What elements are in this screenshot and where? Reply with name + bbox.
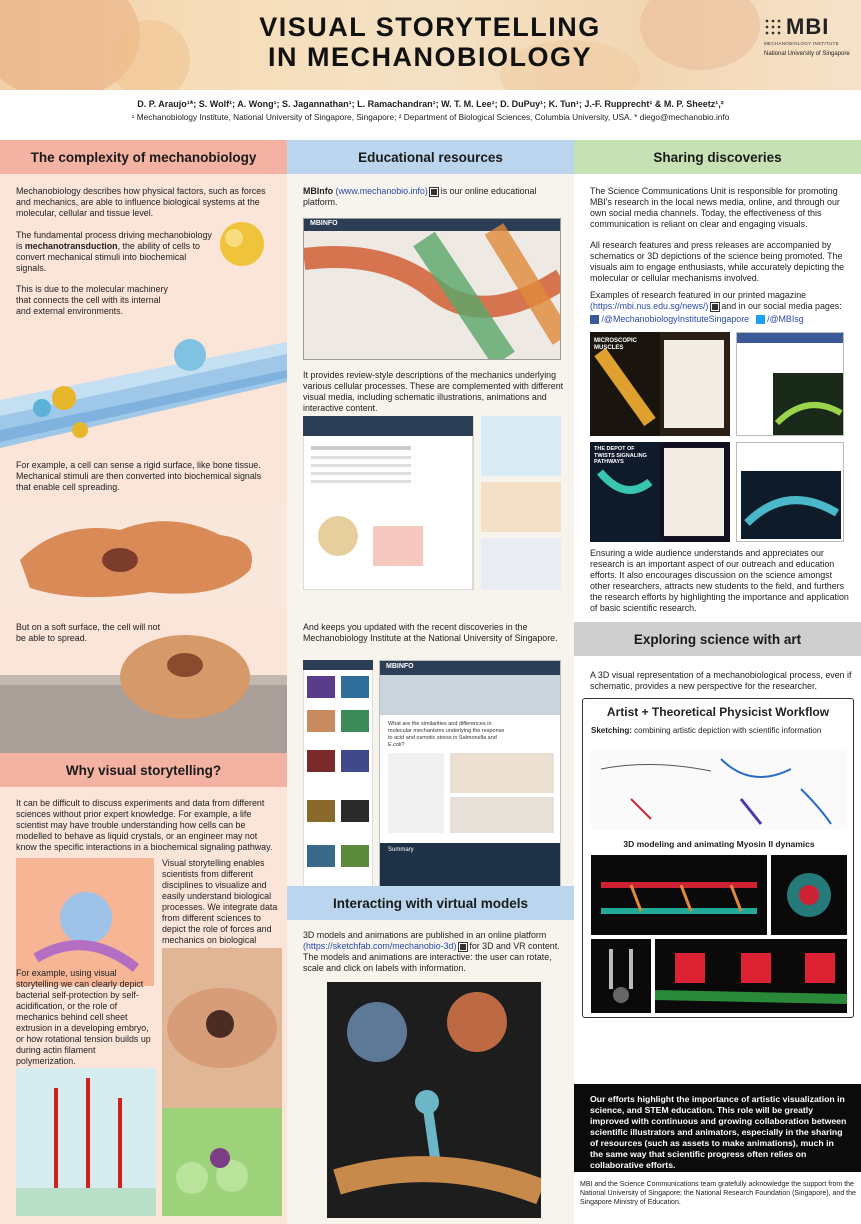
header-decoration <box>500 40 640 90</box>
section-heading: Sharing discoveries <box>574 140 861 174</box>
facebook-link[interactable]: /@MechanobiologyInstituteSingapore <box>601 314 750 324</box>
poster-title: VISUAL STORYTELLING IN MECHANOBIOLOGY <box>259 12 601 72</box>
magazine-link[interactable]: (https://mbi.nus.edu.sg/news/) <box>590 301 709 311</box>
news-article-screenshot: MBINFO What are the similarities and dif… <box>379 660 561 890</box>
magazine-page-muscles: MICROSCOPIC MUSCLES <box>590 332 730 436</box>
myosin-model-render-2 <box>771 855 847 935</box>
paragraph: Mechanobiology describes how physical fa… <box>16 186 266 218</box>
twitter-link[interactable]: /@MBIsg <box>767 314 804 324</box>
3d-model-screenshot <box>327 982 541 1218</box>
paragraph: Examples of research featured in our pri… <box>590 290 842 325</box>
paragraph: 3D models and animations are published i… <box>303 930 560 973</box>
qr-code-icon <box>429 186 440 197</box>
workflow-modeling: 3D modeling and animating Myosin II dyna… <box>623 839 815 849</box>
site-logo: MBINFO <box>310 220 338 227</box>
news-thumbnails-screenshot <box>303 660 373 890</box>
paragraph: For example, using visual storytelling w… <box>16 968 151 1066</box>
mbinfo-link[interactable]: (www.mechanobio.info) <box>335 186 428 196</box>
twitter-post-screenshot <box>736 442 844 542</box>
mbi-logo: MBI MECHANOBIOLOGY INSTITUTE National Un… <box>764 14 850 57</box>
mbinfo-website-screenshot: MBINFO <box>303 218 561 360</box>
cell-soft-surface-illustration <box>0 605 287 753</box>
facebook-icon <box>590 315 599 325</box>
site-logo: MBINFO <box>386 663 414 670</box>
paragraph: And keeps you updated with the recent di… <box>303 622 558 643</box>
header-decoration <box>110 20 190 90</box>
embryo-extrusion-illustration <box>162 948 282 1108</box>
workflow-sketching: Sketching: combining artistic depiction … <box>591 726 822 735</box>
paragraph: The fundamental process driving mechanob… <box>16 230 212 273</box>
poster-header: VISUAL STORYTELLING IN MECHANOBIOLOGY MB… <box>0 0 861 90</box>
author-list: D. P. Araujo¹*; S. Wolf¹; A. Wong¹; S. J… <box>0 94 861 138</box>
paragraph: But on a soft surface, the cell will not… <box>16 622 161 643</box>
paragraph: A 3D visual representation of a mechanob… <box>590 670 852 691</box>
myosin-model-render-4 <box>655 939 847 1013</box>
section-heading: Interacting with virtual models <box>287 886 574 920</box>
workflow-box: Artist + Theoretical Physicist Workflow … <box>582 698 854 1018</box>
article-question: What are the similarities and difference… <box>388 721 505 748</box>
paragraph: The Science Communications Unit is respo… <box>590 186 840 229</box>
conclusion-box: Our efforts highlight the importance of … <box>574 1084 861 1172</box>
molecule-illustration <box>212 214 272 274</box>
qr-code-icon <box>709 301 720 312</box>
column-educational: Educational resources MBInfo (www.mechan… <box>287 140 574 1224</box>
column-mechanobiology: The complexity of mechanobiology Mechano… <box>0 140 287 1224</box>
article-summary-heading: Summary <box>388 847 414 853</box>
bacteria-illustration <box>16 858 154 986</box>
magazine-page-signaling: THE DEPOT OF TWISTS SIGNALING PATHWAYS <box>590 442 730 542</box>
paragraph: It provides review-style descriptions of… <box>303 370 564 413</box>
header-decoration <box>640 0 760 70</box>
paragraph: Ensuring a wide audience understands and… <box>590 548 849 613</box>
facebook-post-screenshot <box>736 332 844 436</box>
section-heading: Educational resources <box>287 140 574 174</box>
twitter-icon <box>755 315 765 325</box>
section-heading: The complexity of mechanobiology <box>0 140 287 174</box>
conclusion-text: Our efforts highlight the importance of … <box>590 1094 847 1170</box>
sketchfab-link[interactable]: (https://sketchfab.com/mechanobio-3d) <box>303 941 457 951</box>
paragraph: This is due to the molecular machinery t… <box>16 284 168 316</box>
section-heading: Why visual storytelling? <box>0 753 287 787</box>
paragraph: MBInfo (www.mechanobio.info) is our onli… <box>303 186 537 207</box>
actin-filament-illustration <box>0 320 287 450</box>
cell-rigid-surface-illustration <box>0 500 287 608</box>
actin-polymerization-illustration <box>16 1068 156 1216</box>
mbi-logo-icon <box>764 18 782 36</box>
qr-code-icon <box>457 941 468 952</box>
paragraph: It can be difficult to discuss experimen… <box>16 798 273 852</box>
sketch-illustration <box>591 749 847 829</box>
cell-sheet-illustration <box>162 1108 282 1216</box>
paragraph: All research features and press releases… <box>590 240 845 283</box>
paragraph: For example, a cell can sense a rigid su… <box>16 460 262 492</box>
column-sharing: Sharing discoveries The Science Communic… <box>574 140 861 1224</box>
myosin-model-render-1 <box>591 855 767 935</box>
section-heading: Exploring science with art <box>574 622 861 656</box>
myosin-model-render-3 <box>591 939 651 1013</box>
workflow-title: Artist + Theoretical Physicist Workflow <box>606 705 830 719</box>
review-pages-screenshot <box>303 416 561 590</box>
acknowledgement: MBI and the Science Communications team … <box>580 1181 856 1206</box>
